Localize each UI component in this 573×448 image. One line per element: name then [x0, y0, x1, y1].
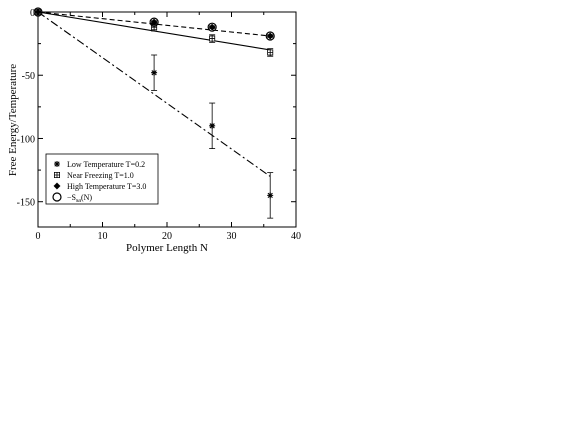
x-tick-label: 30 — [227, 231, 237, 242]
y-tick-label: 0 — [30, 8, 35, 19]
data-point-square-cross — [209, 35, 216, 42]
legend-label-high-temperature: High Temperature T=3.0 — [67, 182, 146, 191]
y-tick-label: -100 — [17, 134, 35, 145]
data-markers — [33, 7, 275, 199]
error-bars — [151, 20, 274, 219]
data-point-diamond — [150, 18, 158, 26]
legend-markers — [52, 161, 62, 202]
legend-marker-square-cross — [54, 172, 60, 178]
data-point-circle — [33, 7, 43, 17]
legend-label-near-freezing: Near Freezing T=1.0 — [67, 171, 134, 180]
data-point-star — [267, 192, 274, 199]
y-tick-label: -50 — [22, 71, 35, 82]
data-point-circle — [265, 31, 275, 41]
legend-label-entropy-main: −S — [67, 193, 76, 202]
x-axis-title: Polymer Length N — [126, 242, 208, 254]
legend-label-entropy: −Ssa(N) — [67, 193, 92, 204]
legend-label-entropy-end: (N) — [81, 193, 92, 202]
data-point-diamond — [34, 8, 42, 16]
data-point-circle — [207, 22, 217, 32]
x-tick-label: 10 — [98, 231, 108, 242]
legend-marker-star — [54, 161, 60, 167]
data-point-diamond — [208, 23, 216, 31]
y-tick-label: -150 — [17, 198, 35, 209]
legend-marker-diamond — [53, 182, 61, 190]
y-axis-title: Free Energy/Temperature — [7, 64, 19, 176]
fit-line-dash-dot — [37, 11, 271, 177]
x-tick-label: 40 — [291, 231, 301, 242]
data-point-circle — [149, 17, 159, 27]
legend-label-entropy-sub: sa — [76, 198, 81, 204]
fit-lines — [37, 11, 271, 177]
legend: Low Temperature T=0.2 Near Freezing T=1.… — [45, 153, 159, 205]
data-point-star — [151, 69, 158, 76]
data-point-square-cross — [267, 49, 274, 56]
legend-box — [45, 153, 159, 205]
x-tick-label: 20 — [162, 231, 172, 242]
x-tick-label: 0 — [36, 231, 41, 242]
axis-ticks: 0 10 20 30 40 0 -50 -100 -150 — [17, 8, 301, 242]
legend-marker-circle — [52, 192, 62, 202]
legend-label-low-temperature: Low Temperature T=0.2 — [67, 160, 145, 169]
data-point-diamond — [266, 32, 274, 40]
data-point-star — [209, 122, 216, 129]
